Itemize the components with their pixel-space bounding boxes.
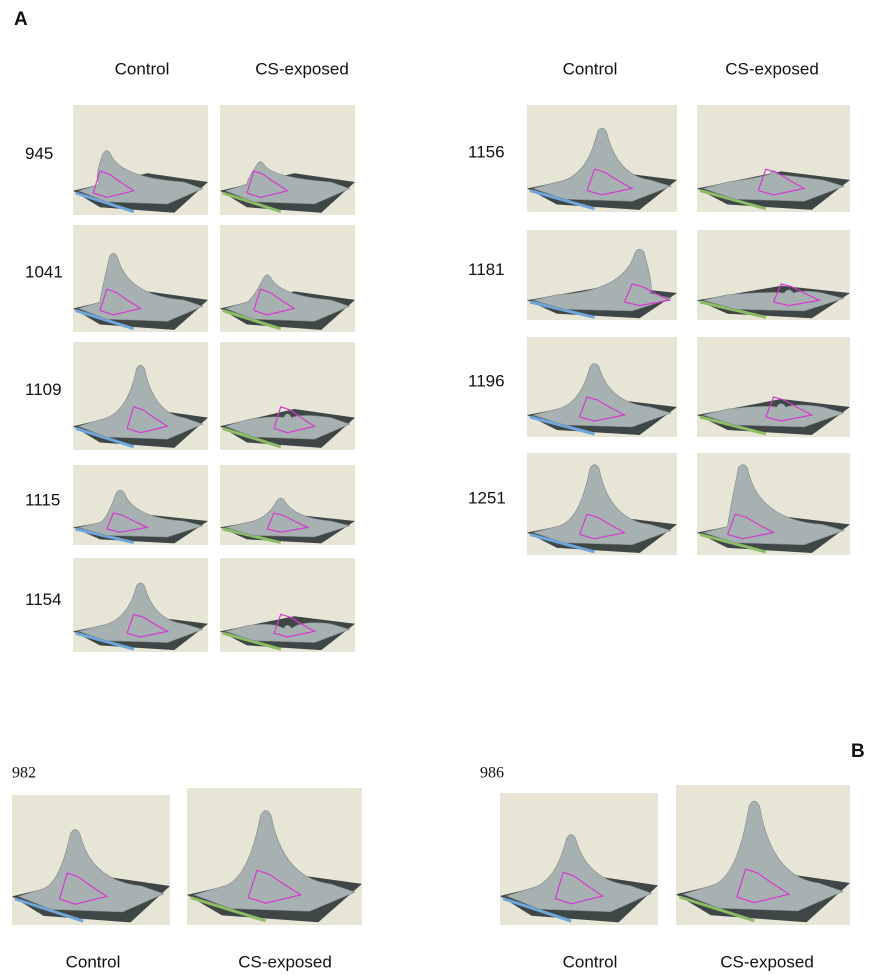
spot-image <box>187 788 362 925</box>
spot-label: 1196 <box>468 371 505 390</box>
spot-label: 1109 <box>25 380 62 399</box>
column-header: Control <box>563 59 618 78</box>
panel-label: A <box>14 9 28 30</box>
spot-label: 1181 <box>468 260 505 279</box>
spot-image <box>220 465 355 545</box>
column-header: Control <box>563 952 618 971</box>
spot-image <box>697 230 850 320</box>
spot-image <box>676 785 850 925</box>
spot-label: 1041 <box>25 263 63 282</box>
column-header: Control <box>66 952 121 971</box>
spot-image <box>527 105 677 212</box>
spot-image <box>73 105 208 215</box>
spot-image <box>527 337 677 437</box>
spot-label: 1115 <box>25 490 60 509</box>
spot-image <box>527 453 677 555</box>
column-header: CS-exposed <box>255 59 349 78</box>
column-header: CS-exposed <box>720 952 814 971</box>
panel-label: B <box>851 741 865 762</box>
spot-label: 1156 <box>468 143 505 162</box>
spot-image <box>73 342 208 450</box>
spot-image <box>220 225 355 332</box>
spot-label: 1154 <box>25 590 62 609</box>
spot-image <box>220 105 355 215</box>
column-header: Control <box>115 59 170 78</box>
spot-image <box>697 105 850 212</box>
spot-image <box>73 225 208 332</box>
figure: A B Control CS-exposed 945 1041 1109 1115 1154… <box>0 0 869 975</box>
spot-image <box>73 558 208 652</box>
spot-image <box>220 342 355 450</box>
spot-image <box>500 793 658 925</box>
column-header: CS-exposed <box>238 952 332 971</box>
spot-label: 1251 <box>468 488 506 507</box>
spot-image <box>220 558 355 652</box>
spot-image <box>12 795 170 925</box>
spot-image <box>697 337 850 437</box>
spot-image <box>697 453 850 555</box>
spot-label: 982 <box>12 765 36 782</box>
spot-label: 986 <box>480 765 504 782</box>
column-header: CS-exposed <box>725 59 819 78</box>
spot-images <box>12 105 850 925</box>
spot-image <box>73 465 208 545</box>
spot-label: 945 <box>25 144 53 163</box>
spot-image <box>527 230 677 320</box>
